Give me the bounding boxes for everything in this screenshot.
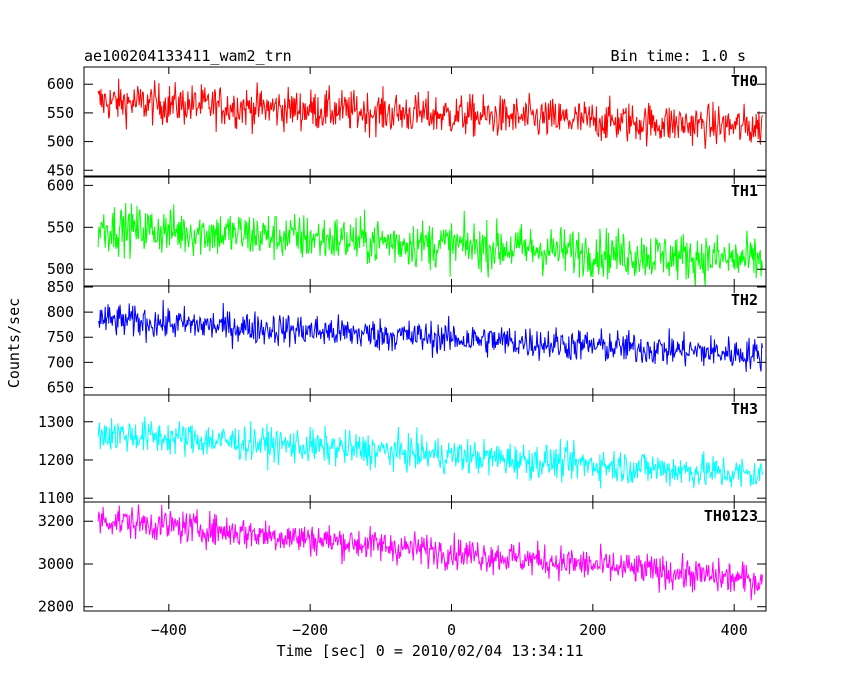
x-tick-label: 0 bbox=[447, 621, 456, 639]
x-tick-label: −400 bbox=[151, 621, 187, 639]
panel-label-th0123: TH0123 bbox=[704, 507, 758, 525]
y-tick-label: 700 bbox=[47, 353, 74, 371]
y-tick-label: 850 bbox=[47, 278, 74, 296]
series-line-th1 bbox=[97, 203, 763, 286]
chart-title: ae100204133411_wam2_trn bbox=[84, 47, 292, 65]
series-line-th2 bbox=[97, 299, 763, 372]
y-tick-label: 1100 bbox=[38, 489, 74, 507]
panel-label-th3: TH3 bbox=[731, 400, 758, 418]
panels-group: 450 500 550 600 TH0 500 550 600 TH1 650 700 750 800 8… bbox=[38, 66, 767, 639]
y-tick-label: 3000 bbox=[38, 555, 74, 573]
y-tick-label: 450 bbox=[47, 161, 74, 179]
y-tick-label: 650 bbox=[47, 378, 74, 396]
panel-frame-th3 bbox=[83, 394, 767, 503]
y-axis-label: Counts/sec bbox=[5, 298, 23, 388]
y-tick-label: 550 bbox=[47, 104, 74, 122]
series-line-th0123 bbox=[97, 504, 763, 601]
y-tick-label: 1200 bbox=[38, 451, 74, 469]
y-tick-label: 500 bbox=[47, 133, 74, 151]
y-tick-label: 500 bbox=[47, 260, 74, 278]
y-tick-label: 800 bbox=[47, 303, 74, 321]
x-axis-label: Time [sec] 0 = 2010/02/04 13:34:11 bbox=[276, 642, 583, 660]
panel-label-th2: TH2 bbox=[731, 291, 758, 309]
panel-frame-th0 bbox=[83, 66, 767, 177]
y-tick-label: 600 bbox=[47, 176, 74, 194]
series-line-th3 bbox=[97, 416, 763, 489]
x-tick-label: −200 bbox=[292, 621, 328, 639]
y-tick-label: 3200 bbox=[38, 512, 74, 530]
y-tick-label: 550 bbox=[47, 218, 74, 236]
panel-label-th0: TH0 bbox=[731, 72, 758, 90]
bin-time-label: Bin time: 1.0 s bbox=[611, 47, 746, 65]
series-line-th0 bbox=[97, 78, 763, 149]
y-tick-label: 2800 bbox=[38, 598, 74, 616]
y-tick-label: 600 bbox=[47, 75, 74, 93]
panel-frame-th0123 bbox=[83, 501, 767, 612]
panel-label-th1: TH1 bbox=[731, 182, 758, 200]
x-tick-label: 400 bbox=[721, 621, 748, 639]
x-tick-label: 200 bbox=[579, 621, 606, 639]
y-tick-label: 1300 bbox=[38, 413, 74, 431]
y-tick-label: 750 bbox=[47, 328, 74, 346]
